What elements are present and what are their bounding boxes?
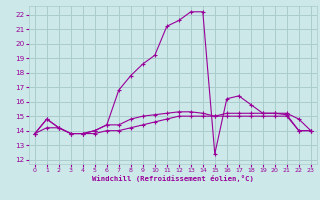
X-axis label: Windchill (Refroidissement éolien,°C): Windchill (Refroidissement éolien,°C)	[92, 175, 254, 182]
